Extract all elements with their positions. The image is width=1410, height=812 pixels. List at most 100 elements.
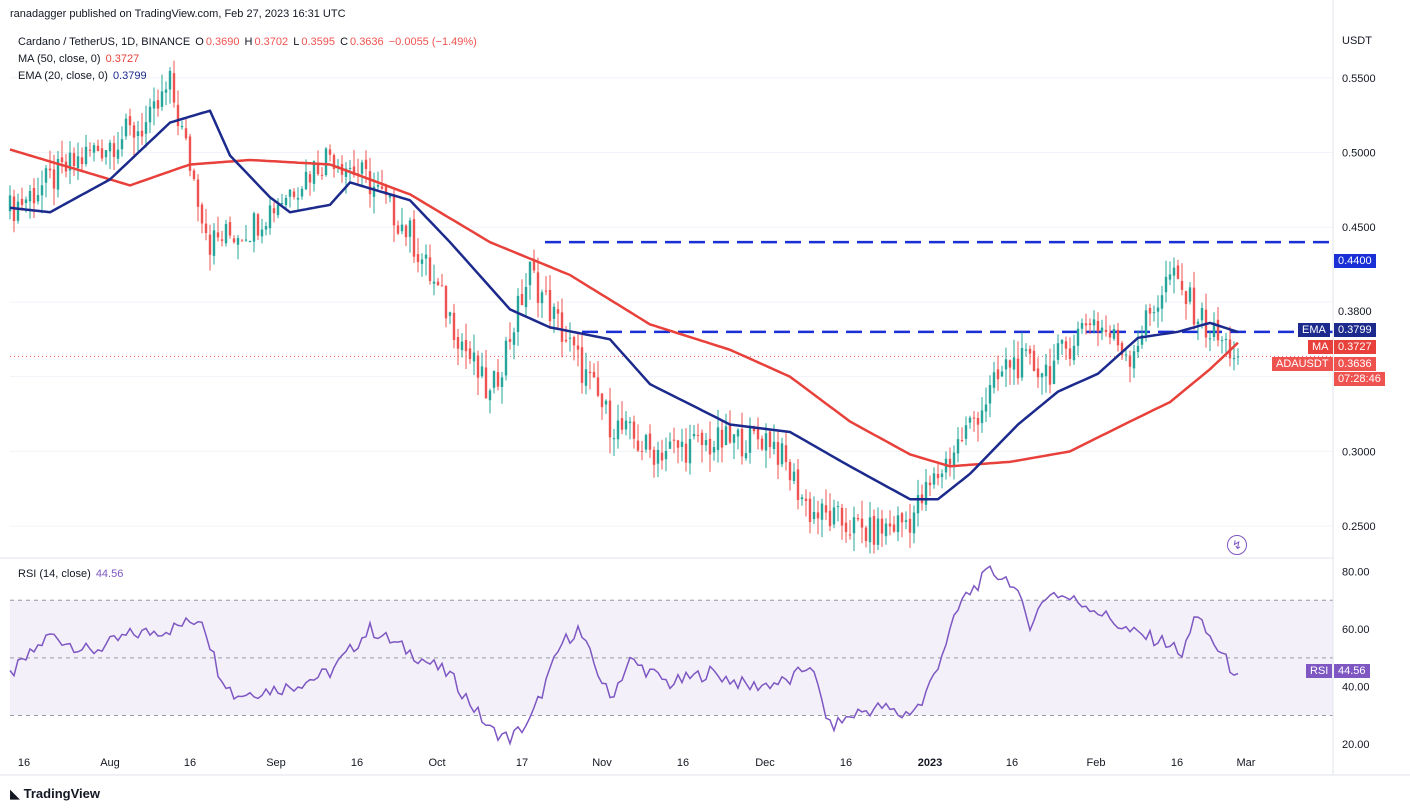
candle-body — [1184, 291, 1188, 305]
candle-body — [672, 439, 676, 441]
rsi-tick-label: 80.00 — [1342, 567, 1370, 579]
symbol-name: Cardano / TetherUS, 1D, BINANCE — [18, 36, 191, 48]
candle-body — [200, 204, 204, 224]
low-value: 0.3595 — [301, 36, 335, 48]
candle-body — [576, 345, 580, 350]
candle-body — [260, 229, 264, 237]
candle-body — [468, 348, 472, 360]
candle-body — [1220, 340, 1224, 342]
candle-body — [724, 426, 728, 446]
candle-body — [60, 157, 64, 162]
ma-price-tag: 0.3727 — [1334, 340, 1376, 354]
time-tick-label: 16 — [840, 757, 852, 769]
candle-body — [164, 89, 168, 93]
candle-body — [368, 171, 372, 195]
candle-body — [1012, 357, 1016, 370]
rsi-value-tag: 44.56 — [1334, 664, 1370, 678]
time-tick-label: Feb — [1087, 757, 1106, 769]
candle-body — [284, 197, 288, 206]
candle-body — [244, 239, 248, 241]
candle-body — [664, 450, 668, 460]
candle-body — [1088, 323, 1092, 326]
candle-body — [848, 534, 852, 536]
candle-body — [1128, 355, 1132, 367]
candle-body — [912, 512, 916, 534]
candle-body — [1192, 287, 1196, 325]
ma-50-line — [9, 148, 1239, 468]
candle-body — [1208, 338, 1212, 340]
candle-body — [772, 441, 776, 449]
low-label: L — [293, 36, 300, 48]
candle-body — [1044, 364, 1048, 377]
tradingview-logo-icon: ◣ — [10, 786, 20, 801]
price-tick-label: 0.5500 — [1342, 73, 1376, 85]
candle-body — [1124, 354, 1128, 356]
tradingview-logo[interactable]: ◣ TradingView — [10, 786, 100, 802]
close-label: C — [340, 36, 349, 48]
close-value: 0.3636 — [350, 36, 384, 48]
candle-body — [156, 100, 160, 109]
time-tick-label: Oct — [428, 757, 445, 769]
candle-body — [1212, 322, 1216, 338]
candle-body — [248, 240, 252, 242]
candle-body — [720, 429, 724, 448]
candle-body — [524, 286, 528, 308]
time-tick-label: 16 — [1171, 757, 1183, 769]
candle-body — [1168, 274, 1172, 280]
candle-body — [632, 421, 636, 439]
candle-body — [236, 237, 240, 245]
candle-body — [796, 469, 800, 500]
time-tick-label: 16 — [1006, 757, 1018, 769]
candle-body — [1104, 329, 1108, 333]
price-tick-label: 0.4500 — [1342, 222, 1376, 234]
candle-body — [316, 163, 320, 175]
candle-body — [272, 208, 276, 214]
candle-body — [828, 510, 832, 527]
candle-body — [560, 312, 564, 342]
candle-body — [536, 272, 540, 303]
candle-body — [216, 232, 220, 238]
time-tick-label: Aug — [100, 757, 120, 769]
candle-body — [72, 153, 76, 167]
candle-body — [56, 158, 60, 190]
candle-body — [996, 369, 1000, 380]
candle-body — [296, 197, 300, 200]
candle-body — [28, 190, 32, 202]
candle-body — [92, 145, 96, 153]
candle-body — [1080, 323, 1084, 329]
candle-body — [980, 410, 984, 424]
candle-body — [732, 434, 736, 443]
candle-body — [76, 156, 80, 169]
candle-body — [1108, 332, 1112, 338]
candle-body — [1036, 368, 1040, 378]
candle-body — [320, 174, 324, 176]
lightning-icon[interactable]: ↯ — [1227, 535, 1247, 555]
candle-body — [464, 339, 468, 352]
candle-body — [100, 148, 104, 159]
level-high-tag: 0.4400 — [1334, 254, 1376, 268]
symbol-tag: ADAUSDT — [1272, 357, 1333, 371]
candle-body — [700, 432, 704, 445]
candle-body — [564, 339, 568, 342]
candle-body — [832, 507, 836, 525]
candle-body — [1224, 338, 1228, 340]
candle-body — [264, 226, 268, 230]
candle-body — [1016, 358, 1020, 379]
candle-body — [824, 505, 828, 513]
candle-body — [748, 425, 752, 453]
candle-body — [1000, 371, 1004, 377]
candle-body — [40, 185, 44, 196]
rsi-legend-label: RSI (14, close) — [18, 568, 91, 580]
rsi-band-fill — [10, 600, 1333, 716]
rsi-tick-label: 20.00 — [1342, 739, 1370, 751]
candle-body — [592, 371, 596, 378]
candle-body — [1084, 323, 1088, 326]
candle-body — [652, 449, 656, 465]
candle-body — [1176, 265, 1180, 279]
candle-body — [844, 522, 848, 533]
candle-body — [644, 434, 648, 450]
candle-body — [424, 254, 428, 259]
ma-legend-value: 0.3727 — [105, 53, 140, 65]
candle-body — [128, 116, 132, 126]
